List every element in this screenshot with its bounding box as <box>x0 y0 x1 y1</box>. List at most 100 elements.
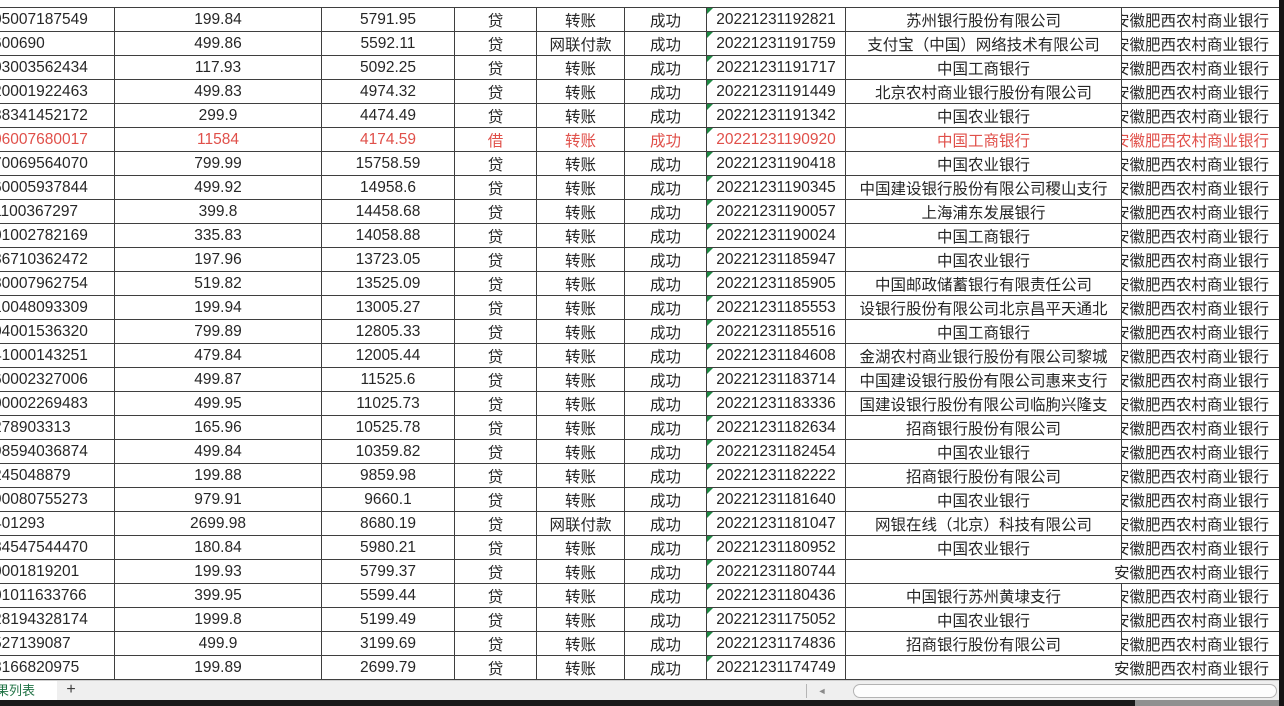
cell-timestamp[interactable]: 20221231181640 <box>707 488 846 511</box>
cell-account-bank[interactable]: 安徽肥西农村商业银行 <box>1122 296 1284 319</box>
cell-balance[interactable]: 14958.6 <box>322 176 455 199</box>
cell-counterparty-bank[interactable]: 中国邮政储蓄银行有限责任公司 <box>846 272 1122 295</box>
cell-account-number[interactable]: 245048879 <box>0 464 115 487</box>
cell-counterparty-bank[interactable]: 金湖农村商业银行股份有限公司黎城 <box>846 344 1122 367</box>
cell-debit-credit[interactable]: 贷 <box>455 296 537 319</box>
cell-amount[interactable]: 117.93 <box>115 56 322 79</box>
cell-transaction-type[interactable]: 转账 <box>537 536 625 559</box>
cell-timestamp[interactable]: 20221231191759 <box>707 32 846 55</box>
cell-status[interactable]: 成功 <box>625 32 707 55</box>
cell-balance[interactable]: 4474.49 <box>322 104 455 127</box>
cell-debit-credit[interactable]: 贷 <box>455 368 537 391</box>
cell-account-number[interactable]: 06007680017 <box>0 128 115 151</box>
cell-amount[interactable]: 979.91 <box>115 488 322 511</box>
cell-counterparty-bank[interactable]: 招商银行股份有限公司 <box>846 632 1122 655</box>
cell-balance[interactable]: 5199.49 <box>322 608 455 631</box>
cell-account-number[interactable]: 05007187549 <box>0 8 115 31</box>
scroll-left-arrow-icon[interactable]: ◄ <box>817 686 827 696</box>
cell-balance[interactable]: 5980.21 <box>322 536 455 559</box>
cell-status[interactable]: 成功 <box>625 392 707 415</box>
cell-balance[interactable]: 9660.1 <box>322 488 455 511</box>
cell-debit-credit[interactable]: 借 <box>455 128 537 151</box>
cell-amount[interactable]: 199.93 <box>115 560 322 583</box>
cell-counterparty-bank[interactable]: 中国工商银行 <box>846 224 1122 247</box>
cell-status[interactable]: 成功 <box>625 416 707 439</box>
cell-balance[interactable]: 5799.37 <box>322 560 455 583</box>
cell-timestamp[interactable]: 20221231180436 <box>707 584 846 607</box>
cell-balance[interactable]: 5592.11 <box>322 32 455 55</box>
cell-amount[interactable]: 11584 <box>115 128 322 151</box>
cell-amount[interactable]: 199.84 <box>115 8 322 31</box>
cell-transaction-type[interactable]: 转账 <box>537 320 625 343</box>
cell-transaction-type[interactable]: 转账 <box>537 488 625 511</box>
cell-counterparty-bank[interactable]: 中国农业银行 <box>846 152 1122 175</box>
cell-transaction-type[interactable]: 转账 <box>537 224 625 247</box>
cell-status[interactable]: 成功 <box>625 344 707 367</box>
cell-transaction-type[interactable]: 转账 <box>537 416 625 439</box>
cell-debit-credit[interactable]: 贷 <box>455 656 537 679</box>
cell-balance[interactable]: 5791.95 <box>322 8 455 31</box>
cell-balance[interactable]: 14458.68 <box>322 200 455 223</box>
cell-timestamp[interactable]: 20221231182222 <box>707 464 846 487</box>
cell-counterparty-bank[interactable]: 中国工商银行 <box>846 128 1122 151</box>
cell-balance[interactable]: 8680.19 <box>322 512 455 535</box>
cell-account-number[interactable]: 80007962754 <box>0 272 115 295</box>
cell-amount[interactable]: 2699.98 <box>115 512 322 535</box>
cell-status[interactable]: 成功 <box>625 200 707 223</box>
cell-status[interactable]: 成功 <box>625 440 707 463</box>
cell-balance[interactable]: 13005.27 <box>322 296 455 319</box>
cell-account-number[interactable]: 10048093309 <box>0 296 115 319</box>
cell-account-bank[interactable]: 安徽肥西农村商业银行 <box>1122 152 1284 175</box>
cell-debit-credit[interactable]: 贷 <box>455 536 537 559</box>
cell-debit-credit[interactable]: 贷 <box>455 560 537 583</box>
cell-balance[interactable]: 10359.82 <box>322 440 455 463</box>
cell-debit-credit[interactable]: 贷 <box>455 224 537 247</box>
cell-timestamp[interactable]: 20221231190024 <box>707 224 846 247</box>
cell-timestamp[interactable]: 20221231183336 <box>707 392 846 415</box>
cell-counterparty-bank[interactable]: 苏州银行股份有限公司 <box>846 8 1122 31</box>
cell-account-bank[interactable]: 安徽肥西农村商业银行 <box>1122 368 1284 391</box>
cell-amount[interactable]: 399.8 <box>115 200 322 223</box>
cell-debit-credit[interactable]: 贷 <box>455 272 537 295</box>
cell-account-number[interactable]: 600690 <box>0 32 115 55</box>
cell-status[interactable]: 成功 <box>625 176 707 199</box>
cell-timestamp[interactable]: 20221231182454 <box>707 440 846 463</box>
cell-amount[interactable]: 799.99 <box>115 152 322 175</box>
cell-account-bank[interactable]: 安徽肥西农村商业银行 <box>1122 128 1284 151</box>
cell-account-bank[interactable]: 安徽肥西农村商业银行 <box>1122 56 1284 79</box>
cell-account-bank[interactable]: 安徽肥西农村商业银行 <box>1122 608 1284 631</box>
cell-account-bank[interactable]: 安徽肥西农村商业银行 <box>1122 80 1284 103</box>
cell-transaction-type[interactable]: 转账 <box>537 656 625 679</box>
cell-status[interactable]: 成功 <box>625 152 707 175</box>
cell-debit-credit[interactable]: 贷 <box>455 440 537 463</box>
cell-debit-credit[interactable]: 贷 <box>455 632 537 655</box>
cell-account-number[interactable]: 527139087 <box>0 632 115 655</box>
cell-amount[interactable]: 499.9 <box>115 632 322 655</box>
cell-account-number[interactable]: 04001536320 <box>0 320 115 343</box>
cell-balance[interactable]: 13525.09 <box>322 272 455 295</box>
cell-counterparty-bank[interactable]: 设银行股份有限公司北京昌平天通北 <box>846 296 1122 319</box>
cell-debit-credit[interactable]: 贷 <box>455 488 537 511</box>
cell-status[interactable]: 成功 <box>625 128 707 151</box>
cell-transaction-type[interactable]: 转账 <box>537 344 625 367</box>
cell-status[interactable]: 成功 <box>625 584 707 607</box>
cell-account-number[interactable]: 401293 <box>0 512 115 535</box>
cell-account-number[interactable]: 70069564070 <box>0 152 115 175</box>
cell-counterparty-bank[interactable]: 中国建设银行股份有限公司惠来支行 <box>846 368 1122 391</box>
cell-amount[interactable]: 199.89 <box>115 656 322 679</box>
cell-account-number[interactable]: 60005937844 <box>0 176 115 199</box>
cell-transaction-type[interactable]: 转账 <box>537 128 625 151</box>
cell-counterparty-bank[interactable]: 中国工商银行 <box>846 320 1122 343</box>
cell-account-bank[interactable]: 安徽肥西农村商业银行 <box>1122 536 1284 559</box>
cell-transaction-type[interactable]: 转账 <box>537 632 625 655</box>
cell-amount[interactable]: 197.96 <box>115 248 322 271</box>
cell-status[interactable]: 成功 <box>625 104 707 127</box>
cell-account-number[interactable]: 20001922463 <box>0 80 115 103</box>
cell-balance[interactable]: 12805.33 <box>322 320 455 343</box>
cell-counterparty-bank[interactable]: 中国建设银行股份有限公司稷山支行 <box>846 176 1122 199</box>
cell-transaction-type[interactable]: 转账 <box>537 608 625 631</box>
cell-timestamp[interactable]: 20221231191449 <box>707 80 846 103</box>
cell-counterparty-bank[interactable]: 上海浦东发展银行 <box>846 200 1122 223</box>
cell-debit-credit[interactable]: 贷 <box>455 464 537 487</box>
cell-status[interactable]: 成功 <box>625 632 707 655</box>
